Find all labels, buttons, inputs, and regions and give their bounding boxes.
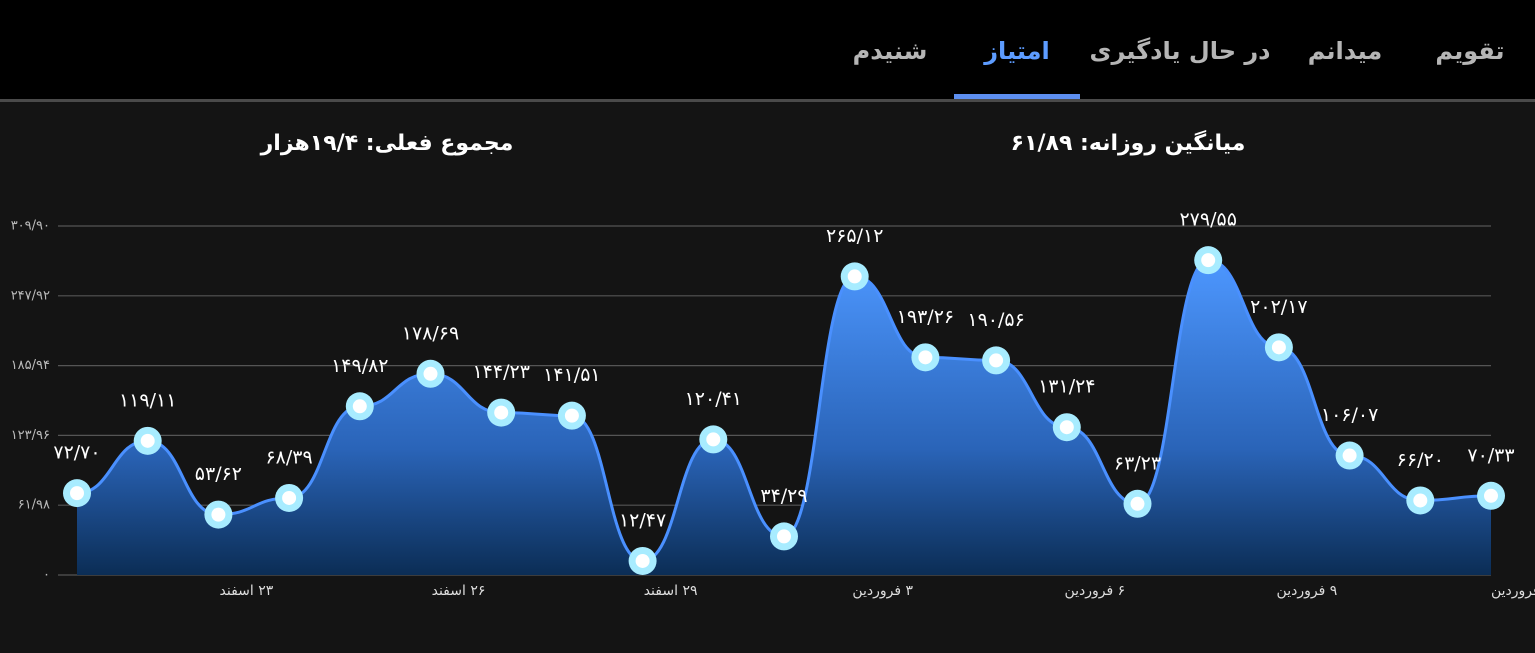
x-tick-label: ۲۶ اسفند — [432, 583, 486, 599]
point-center — [847, 269, 862, 284]
tab[interactable]: میدانم — [1308, 37, 1383, 65]
x-tick-label: ۲۳ اسفند — [220, 583, 274, 599]
point-center — [1413, 493, 1428, 508]
point-center — [1059, 420, 1074, 435]
point-center — [70, 486, 84, 501]
daily-average: میانگین روزانه: ۶۱/۸۹ — [1011, 129, 1246, 156]
point-center — [1130, 496, 1145, 511]
value-label: ۱۳۱/۲۴ — [1038, 376, 1095, 398]
tab[interactable]: تقویم — [1435, 37, 1504, 65]
point-center — [1201, 253, 1216, 268]
y-tick-label: ۰ — [43, 568, 50, 583]
tab[interactable]: در حال یادگیری — [1090, 37, 1271, 65]
value-label: ۶۳/۲۳ — [1114, 452, 1161, 474]
point-center — [1484, 488, 1498, 503]
point-center — [635, 553, 650, 568]
y-tick-label: ۶۱/۹۸ — [18, 498, 50, 513]
value-label: ۷۰/۳۳ — [1467, 444, 1514, 466]
point-center — [282, 490, 297, 505]
x-tick-label: ۹ فروردین — [1277, 583, 1338, 599]
point-center — [211, 507, 226, 522]
value-label: ۱۲/۴۷ — [619, 509, 666, 531]
x-tick-label: ۲۹ اسفند — [644, 583, 698, 599]
value-label: ۲۶۵/۱۲ — [826, 225, 883, 247]
value-label: ۱۱۹/۱۱ — [119, 389, 176, 411]
point-center — [352, 399, 367, 414]
area — [77, 260, 1491, 575]
point-center — [423, 366, 438, 381]
x-tick-label: ۶ فروردین — [1064, 583, 1125, 599]
x-tick-label: ۳ فروردین — [852, 583, 913, 599]
point-center — [777, 529, 791, 544]
point-center — [706, 432, 721, 447]
current-total: مجموع فعلی: ۱۹/۴هزار — [260, 131, 514, 156]
point-center — [989, 353, 1004, 368]
y-tick-label: ۱۲۳/۹۶ — [11, 428, 50, 443]
y-tick-label: ۳۰۹/۹۰ — [11, 219, 50, 234]
point-center — [494, 405, 509, 420]
value-label: ۱۹۰/۵۶ — [967, 309, 1024, 331]
value-label: ۱۹۳/۲۶ — [897, 306, 954, 328]
value-label: ۵۳/۶۲ — [195, 463, 242, 485]
tab-indicator — [954, 94, 1080, 99]
value-label: ۳۴/۲۹ — [760, 485, 807, 507]
plot: ۰ ۶۱/۹۸ ۱۲۳/۹۶ ۱۸۵/۹۴ ۲۴۷/۹۲ ۳۰۹/۹۰ ۲۳ اسفند ۲۶… — [11, 209, 1535, 599]
value-label: ۱۷۸/۶۹ — [402, 322, 459, 344]
line — [76, 258, 1492, 563]
value-label: ۱۴۹/۸۲ — [331, 355, 388, 377]
value-label: ۱۲۰/۴۱ — [685, 388, 742, 410]
tab[interactable]: شنیدم — [853, 37, 928, 65]
x-tick-label: ۱۲ فروردین — [1491, 583, 1535, 599]
point-center — [140, 433, 155, 448]
y-tick-label: ۱۸۵/۹۴ — [11, 358, 50, 373]
divider — [0, 99, 1535, 102]
tab-bar — [0, 0, 1535, 100]
value-label: ۱۴۴/۲۳ — [472, 361, 529, 383]
point-center — [918, 350, 933, 365]
value-label: ۷۲/۷۰ — [53, 442, 100, 464]
tab-active[interactable]: امتیاز — [983, 37, 1050, 65]
value-label: ۱۴۱/۵۱ — [543, 364, 600, 386]
y-tick-label: ۲۴۷/۹۲ — [11, 288, 50, 303]
point-center — [1271, 340, 1286, 355]
point-center — [564, 408, 579, 423]
point-center — [1342, 448, 1357, 463]
value-label: ۶۸/۳۹ — [265, 446, 312, 468]
value-label: ۶۶/۲۰ — [1397, 449, 1444, 471]
value-label: ۲۷۹/۵۵ — [1179, 209, 1236, 231]
value-label: ۲۰۲/۱۷ — [1250, 296, 1307, 318]
value-label: ۱۰۶/۰۷ — [1321, 404, 1378, 426]
